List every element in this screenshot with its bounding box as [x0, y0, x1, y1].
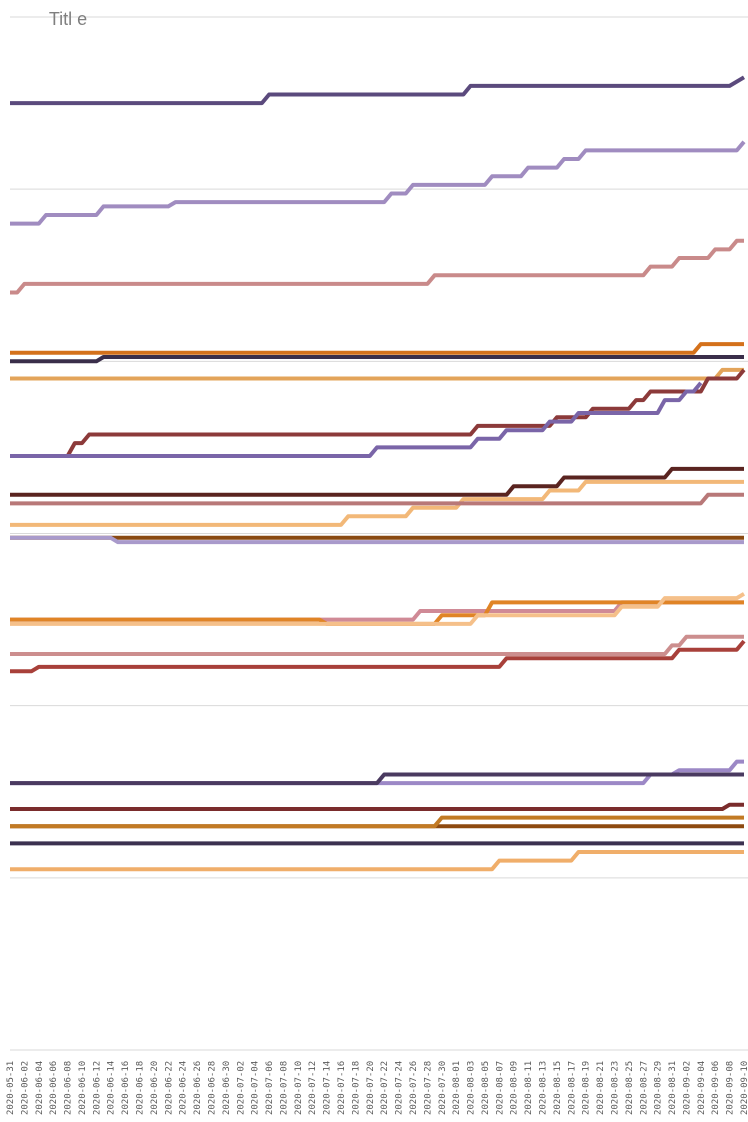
- series-line-1: [10, 75, 746, 106]
- series-line-23: [10, 815, 744, 829]
- x-tick-label: 2020-06-26: [193, 1061, 203, 1115]
- x-tick-label: 2020-06-18: [136, 1061, 146, 1115]
- x-tick-label: 2020-06-30: [222, 1061, 232, 1115]
- x-tick-label: 2020-06-02: [20, 1061, 30, 1115]
- x-tick-label: 2020-06-06: [49, 1061, 59, 1115]
- x-tick-label: 2020-06-24: [179, 1061, 189, 1115]
- x-tick-label: 2020-06-16: [121, 1061, 131, 1115]
- x-tick-label: 2020-07-10: [294, 1061, 304, 1115]
- x-tick-label: 2020-09-10: [740, 1061, 748, 1115]
- x-tick-label: 2020-07-22: [380, 1061, 390, 1115]
- x-tick-label: 2020-06-08: [64, 1061, 74, 1115]
- x-tick-label: 2020-08-23: [611, 1061, 621, 1115]
- x-tick-label: 2020-08-17: [567, 1061, 577, 1115]
- series-line-15: [10, 600, 744, 626]
- series-line-7: [10, 368, 746, 458]
- x-tick-label: 2020-09-06: [711, 1061, 721, 1115]
- series-line-13: [10, 535, 744, 545]
- x-tick-label: 2020-08-09: [510, 1061, 520, 1115]
- x-tick-label: 2020-07-14: [323, 1061, 333, 1115]
- x-tick-label: 2020-06-22: [164, 1061, 174, 1115]
- x-tick-label: 2020-07-20: [366, 1061, 376, 1115]
- x-tick-label: 2020-08-11: [524, 1061, 534, 1115]
- axis-title: Titl e: [48, 9, 88, 29]
- x-tick-label: 2020-09-02: [682, 1061, 692, 1115]
- series-line-11: [10, 492, 744, 506]
- x-tick-label: 2020-06-12: [92, 1061, 102, 1115]
- x-tick-label: 2020-07-30: [438, 1061, 448, 1115]
- x-tick-label: 2020-08-05: [481, 1061, 491, 1115]
- series-line-17: [10, 634, 744, 656]
- x-tick-label: 2020-08-15: [553, 1061, 563, 1115]
- x-tick-label: 2020-08-13: [539, 1061, 549, 1115]
- gridlines: [10, 16, 748, 1051]
- x-tick-label: 2020-09-08: [726, 1061, 736, 1115]
- series-line-4: [10, 342, 744, 355]
- x-axis-tick-labels: 2020-05-31 2020-06-02 2020-06-04 2020-06-06…: [6, 1061, 748, 1115]
- x-tick-label: 2020-09-04: [697, 1061, 707, 1115]
- x-tick-label: 2020-08-31: [668, 1061, 678, 1115]
- x-tick-label: 2020-07-24: [395, 1061, 405, 1115]
- x-tick-label: 2020-07-12: [308, 1061, 318, 1115]
- x-tick-label: 2020-07-28: [423, 1061, 433, 1115]
- x-tick-label: 2020-08-29: [654, 1061, 664, 1115]
- x-tick-label: 2020-07-26: [409, 1061, 419, 1115]
- x-tick-label: 2020-07-02: [236, 1061, 246, 1115]
- series-lines: [10, 75, 746, 872]
- series-line-8: [10, 381, 703, 458]
- x-tick-label: 2020-06-10: [78, 1061, 88, 1115]
- x-tick-label: 2020-06-20: [150, 1061, 160, 1115]
- x-tick-label: 2020-06-14: [107, 1061, 117, 1115]
- x-tick-label: 2020-07-18: [351, 1061, 361, 1115]
- series-line-21: [10, 802, 744, 811]
- x-tick-label: 2020-05-31: [6, 1061, 16, 1115]
- x-tick-label: 2020-06-28: [208, 1061, 218, 1115]
- x-tick-label: 2020-07-16: [337, 1061, 347, 1115]
- series-line-2: [10, 140, 746, 226]
- x-tick-label: 2020-07-08: [280, 1061, 290, 1115]
- x-tick-label: 2020-08-01: [452, 1061, 462, 1115]
- series-line-16: [10, 592, 746, 626]
- x-tick-label: 2020-08-07: [495, 1061, 505, 1115]
- x-tick-label: 2020-06-04: [35, 1061, 45, 1115]
- series-line-3: [10, 238, 744, 295]
- x-tick-label: 2020-08-03: [467, 1061, 477, 1115]
- series-line-19: [10, 759, 744, 786]
- x-tick-label: 2020-07-04: [251, 1061, 261, 1115]
- series-line-25: [10, 850, 744, 872]
- x-tick-label: 2020-07-06: [265, 1061, 275, 1115]
- x-tick-label: 2020-08-19: [582, 1061, 592, 1115]
- x-tick-label: 2020-08-21: [596, 1061, 606, 1115]
- series-line-6: [10, 367, 744, 381]
- x-tick-label: 2020-08-27: [639, 1061, 649, 1115]
- series-line-5: [10, 355, 744, 364]
- x-tick-label: 2020-08-25: [625, 1061, 635, 1115]
- series-line-10: [10, 466, 744, 497]
- series-line-18: [10, 639, 746, 674]
- series-line-20: [10, 772, 744, 786]
